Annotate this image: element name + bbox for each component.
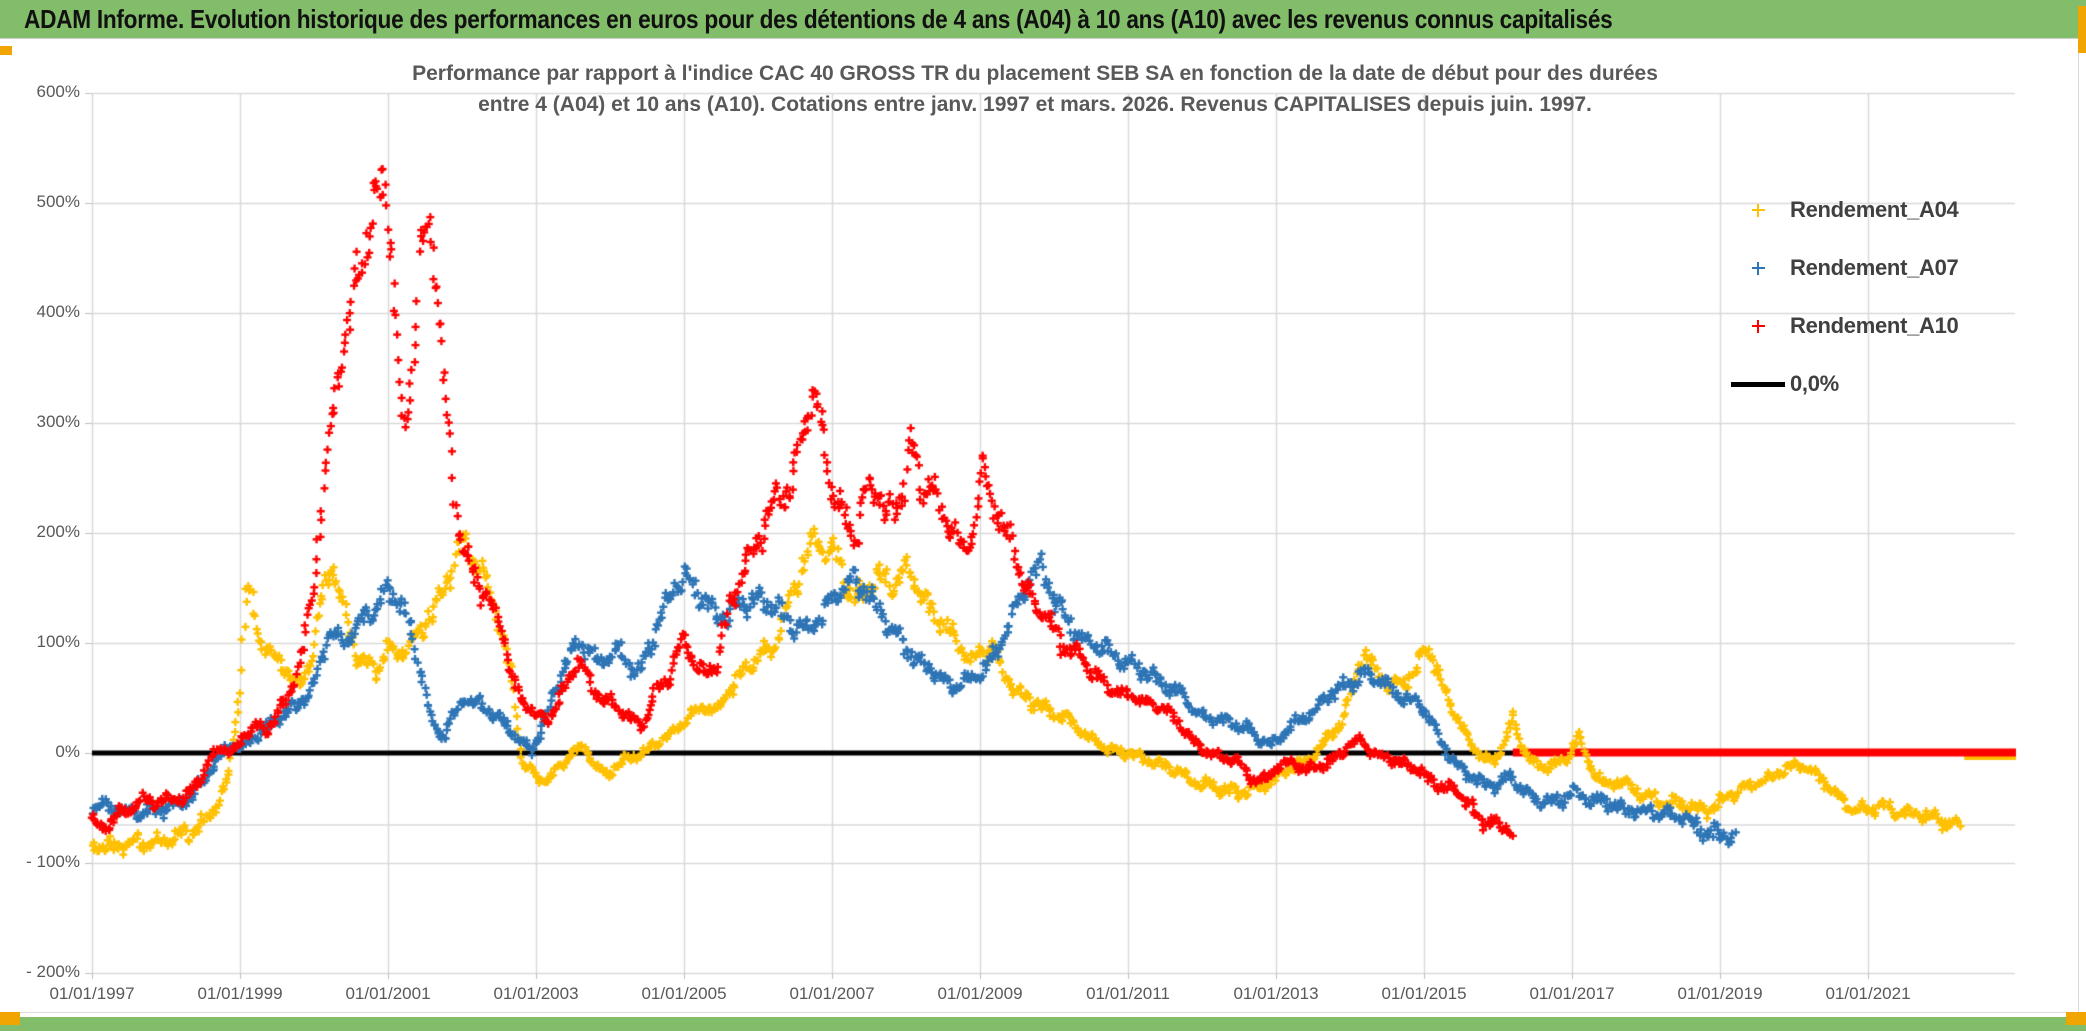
- chart-title-line2: entre 4 (A04) et 10 ans (A10). Cotations…: [478, 93, 1592, 116]
- y-axis-label: 100%: [36, 632, 80, 651]
- chart-bottom-divider: [0, 1012, 2086, 1013]
- x-axis-label: 01/01/1999: [197, 984, 283, 1003]
- y-axis-label: 600%: [36, 82, 80, 101]
- legend-label: Rendement_A07: [1790, 255, 1959, 280]
- plus-marker-icon: [1730, 203, 1786, 217]
- x-axis-label: 01/01/2015: [1381, 984, 1467, 1003]
- y-axis-label: 200%: [36, 522, 80, 541]
- x-axis-label: 01/01/2021: [1825, 984, 1911, 1003]
- legend-item-rendement-a07: Rendement_A07: [1730, 254, 1959, 282]
- corner-accent-bottom-right: [2066, 1012, 2086, 1025]
- legend-item-rendement-a10: Rendement_A10: [1730, 312, 1959, 340]
- y-axis-label: 400%: [36, 302, 80, 321]
- corner-accent-top-right: [2078, 6, 2086, 53]
- corner-accent-bottom-left: [0, 1012, 20, 1025]
- bottom-accent-bar: [0, 1017, 2086, 1031]
- plus-marker-icon: [1730, 319, 1786, 333]
- chart-border-right: [2078, 40, 2079, 1012]
- x-axis-label: 01/01/1997: [49, 984, 135, 1003]
- legend-label: 0,0%: [1790, 371, 1839, 396]
- plus-marker-icon: [1730, 261, 1786, 275]
- x-axis-label: 01/01/2017: [1529, 984, 1615, 1003]
- x-axis-label: 01/01/2009: [937, 984, 1023, 1003]
- x-axis-label: 01/01/2007: [789, 984, 875, 1003]
- legend-item-rendement-a04: Rendement_A04: [1730, 196, 1959, 224]
- y-axis-label: 300%: [36, 412, 80, 431]
- x-axis-label: 01/01/2003: [493, 984, 579, 1003]
- x-axis-label: 01/01/2011: [1086, 984, 1170, 1003]
- x-axis-label: 01/01/2005: [641, 984, 727, 1003]
- zero-line-icon: [1730, 381, 1786, 387]
- title-banner: ADAM Informe. Evolution historique des p…: [0, 0, 2086, 38]
- legend-label: Rendement_A04: [1790, 197, 1959, 222]
- y-axis-label: 500%: [36, 192, 80, 211]
- legend: Rendement_A04 Rendement_A07 Rendement_A1…: [1730, 196, 1959, 428]
- chart-title: Performance par rapport à l'indice CAC 4…: [70, 58, 2000, 120]
- legend-item-zero-line: 0,0%: [1730, 370, 1959, 398]
- legend-label: Rendement_A10: [1790, 313, 1959, 338]
- x-axis-label: 01/01/2019: [1677, 984, 1763, 1003]
- y-axis-label: 0%: [55, 742, 80, 761]
- x-axis-label: 01/01/2001: [345, 984, 431, 1003]
- chart-title-line1: Performance par rapport à l'indice CAC 4…: [412, 62, 1658, 85]
- y-axis-label: - 100%: [26, 852, 80, 871]
- x-axis-label: 01/01/2013: [1233, 984, 1319, 1003]
- y-axis-label: - 200%: [26, 962, 80, 981]
- corner-accent-top-left: [0, 46, 12, 55]
- page-title: ADAM Informe. Evolution historique des p…: [24, 3, 1613, 34]
